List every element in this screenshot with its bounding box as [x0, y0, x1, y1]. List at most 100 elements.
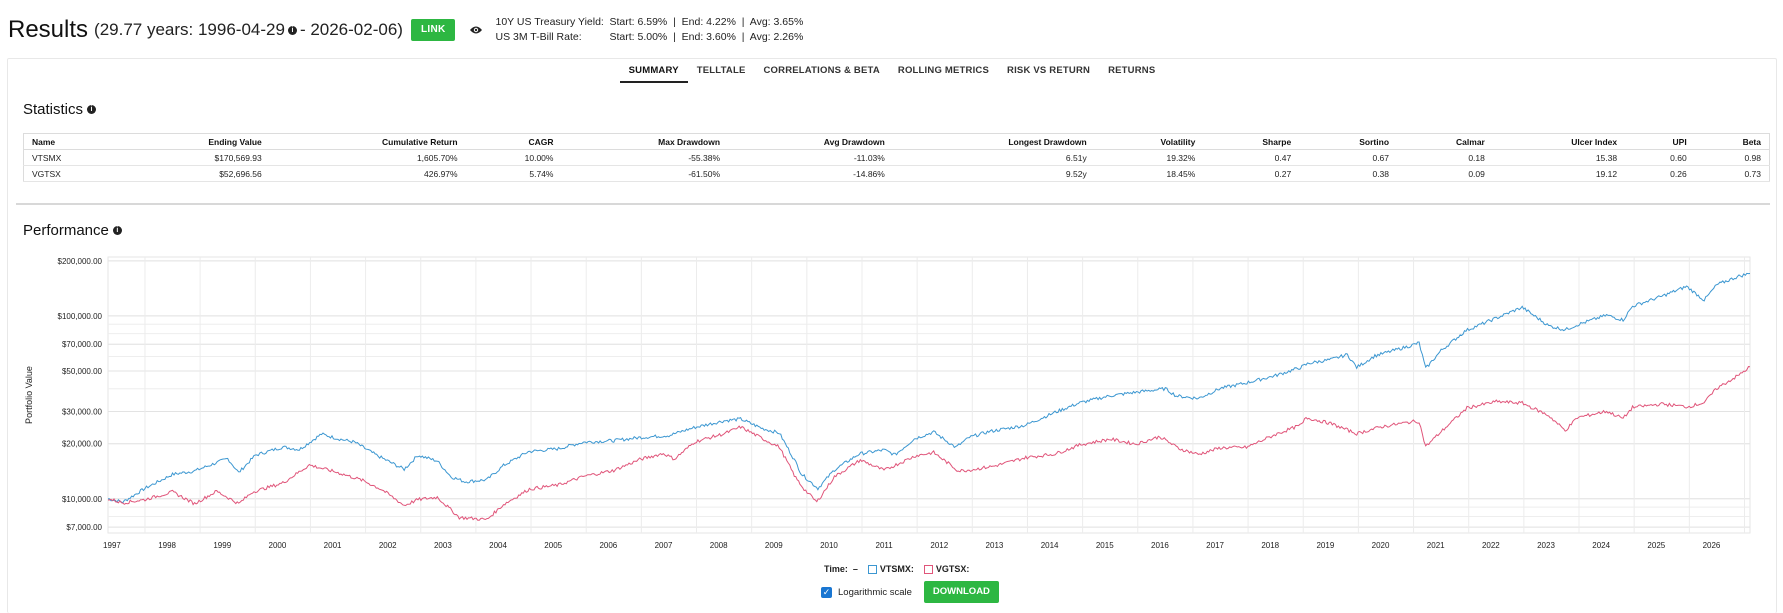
column-header[interactable]: UPI: [1625, 133, 1695, 150]
x-tick-label: 2024: [1592, 541, 1610, 550]
tab-correlations-beta[interactable]: CORRELATIONS & BETA: [763, 65, 880, 76]
table-cell: 0.18: [1397, 149, 1493, 166]
column-header[interactable]: Beta: [1694, 133, 1770, 150]
table-cell: 0.27: [1203, 165, 1300, 182]
x-tick-label: 2004: [489, 541, 507, 550]
treasury-yield-value: Start: 6.59% | End: 4.22% | Avg: 3.65%: [609, 16, 804, 28]
table-cell: 0.73: [1694, 165, 1770, 182]
table-cell: $170,569.93: [121, 149, 270, 166]
column-header[interactable]: Name: [23, 133, 122, 150]
section-divider: [16, 203, 1770, 205]
x-tick-label: 2010: [820, 541, 838, 550]
download-button[interactable]: DOWNLOAD: [923, 581, 999, 603]
y-axis-label: Portfolio Value: [24, 366, 34, 424]
legend-vtsmx-swatch[interactable]: [867, 564, 877, 574]
table-cell: 18.45%: [1094, 165, 1204, 182]
performance-chart[interactable]: $7,000.00 $10,000.00 $20,000.00 $30,000.00 $…: [8, 59, 1778, 559]
column-header[interactable]: Longest Drawdown: [892, 133, 1095, 150]
tab-returns[interactable]: RETURNS: [1108, 65, 1156, 76]
log-scale-checkbox[interactable]: ✓: [821, 586, 832, 598]
y-tick-label: $7,000.00: [66, 523, 102, 532]
table-cell: -61.50%: [561, 165, 729, 182]
tab-rolling-metrics[interactable]: ROLLING METRICS: [897, 65, 990, 76]
column-header[interactable]: CAGR: [465, 133, 562, 150]
x-tick-label: 2003: [434, 541, 452, 550]
performance-info-icon[interactable]: i: [112, 226, 122, 235]
table-row: VGTSX $52,696.56 426.97% 5.74% -61.50% -14.86…: [23, 165, 1770, 182]
chart-controls: ✓ Logarithmic scale DOWNLOAD: [821, 581, 999, 603]
x-tick-label: 2026: [1703, 541, 1721, 550]
table-cell: 15.38: [1492, 149, 1626, 166]
column-header[interactable]: Calmar: [1397, 133, 1493, 150]
table-row: VTSMX $170,569.93 1,605.70% 10.00% -55.38% -1…: [23, 149, 1770, 166]
table-cell: -11.03%: [728, 149, 893, 166]
legend-vgtsx-swatch[interactable]: [923, 564, 933, 574]
eye-icon[interactable]: [469, 23, 483, 38]
table-cell: 5.74%: [465, 165, 562, 182]
range-end: - 2026-02-06): [299, 20, 403, 39]
x-tick-label: 2019: [1316, 541, 1334, 550]
table-cell: 0.98: [1694, 149, 1770, 166]
y-tick-label: $50,000.00: [62, 367, 103, 376]
y-tick-label: $70,000.00: [62, 340, 103, 349]
table-cell: 9.52y: [892, 165, 1095, 182]
statistics-body: VTSMX $170,569.93 1,605.70% 10.00% -55.38% -1…: [23, 149, 1770, 182]
tab-summary[interactable]: SUMMARY: [619, 59, 688, 83]
table-cell: -55.38%: [561, 149, 729, 166]
column-header[interactable]: Sharpe: [1203, 133, 1300, 150]
legend-vtsmx-label[interactable]: VTSMX:: [879, 564, 914, 574]
table-cell: 10.00%: [465, 149, 562, 166]
table-cell: 6.51y: [892, 149, 1095, 166]
x-tick-label: 2002: [379, 541, 397, 550]
x-tick-label: 2014: [1041, 541, 1059, 550]
y-tick-label: $10,000.00: [62, 495, 103, 504]
x-tick-label: 2001: [324, 541, 342, 550]
range-info-icon[interactable]: i: [287, 25, 297, 35]
table-cell: 1,605.70%: [269, 149, 466, 166]
treasury-yield-label: 10Y US Treasury Yield:: [495, 16, 604, 28]
tbill-rate-row: US 3M T-Bill Rate: Start: 5.00% | End: 3…: [495, 30, 803, 45]
tab-risk-vs-return[interactable]: RISK VS RETURN: [1007, 65, 1091, 76]
tab-telltale[interactable]: TELLTALE: [696, 65, 746, 76]
x-tick-label: 2025: [1647, 541, 1665, 550]
link-button[interactable]: LINK: [410, 19, 456, 41]
y-tick-label: $30,000.00: [62, 408, 103, 417]
tab-bar: SUMMARY TELLTALE CORRELATIONS & BETA ROL…: [8, 59, 1776, 83]
column-header[interactable]: Ending Value: [121, 133, 270, 150]
column-header[interactable]: Sortino: [1299, 133, 1398, 150]
y-tick-label: $200,000.00: [58, 257, 103, 266]
column-header[interactable]: Ulcer Index: [1492, 133, 1626, 150]
rates-summary: 10Y US Treasury Yield: Start: 6.59% | En…: [495, 15, 803, 45]
x-tick-label: 2011: [876, 541, 894, 550]
x-tick-label: 2012: [930, 541, 948, 550]
statistics-header-row: Name Ending Value Cumulative Return CAGR Max…: [23, 133, 1770, 150]
statistics-title: Statistics i: [23, 101, 99, 118]
x-tick-label: 2008: [710, 541, 728, 550]
results-header: Results (29.77 years: 1996-04-29 i - 202…: [8, 10, 803, 50]
log-scale-label[interactable]: Logarithmic scale: [838, 586, 912, 598]
column-header[interactable]: Max Drawdown: [561, 133, 729, 150]
x-tick-label: 2017: [1206, 541, 1224, 550]
legend-time: Time: –: [824, 564, 858, 574]
legend-vgtsx-label[interactable]: VGTSX:: [935, 564, 970, 574]
column-header[interactable]: Avg Drawdown: [728, 133, 893, 150]
table-cell: 426.97%: [269, 165, 466, 182]
x-tick-label: 2022: [1482, 541, 1500, 550]
series-line-1: [108, 366, 1751, 521]
x-tick-label: 2009: [765, 541, 783, 550]
x-tick-label: 2006: [599, 541, 617, 550]
x-tick-label: 2018: [1261, 541, 1279, 550]
x-tick-label: 1998: [158, 541, 176, 550]
table-cell: 0.38: [1299, 165, 1398, 182]
statistics-info-icon[interactable]: i: [87, 105, 97, 114]
table-cell: 0.26: [1625, 165, 1695, 182]
column-header[interactable]: Cumulative Return: [269, 133, 466, 150]
column-header[interactable]: Volatility: [1094, 133, 1204, 150]
range-start: (29.77 years: 1996-04-29: [94, 20, 285, 39]
table-cell: 0.09: [1397, 165, 1493, 182]
results-title: Results: [8, 16, 89, 43]
table-cell: 0.47: [1203, 149, 1300, 166]
table-cell: VTSMX: [23, 149, 122, 166]
table-cell: 19.12: [1492, 165, 1626, 182]
performance-title-text: Performance: [23, 222, 109, 239]
